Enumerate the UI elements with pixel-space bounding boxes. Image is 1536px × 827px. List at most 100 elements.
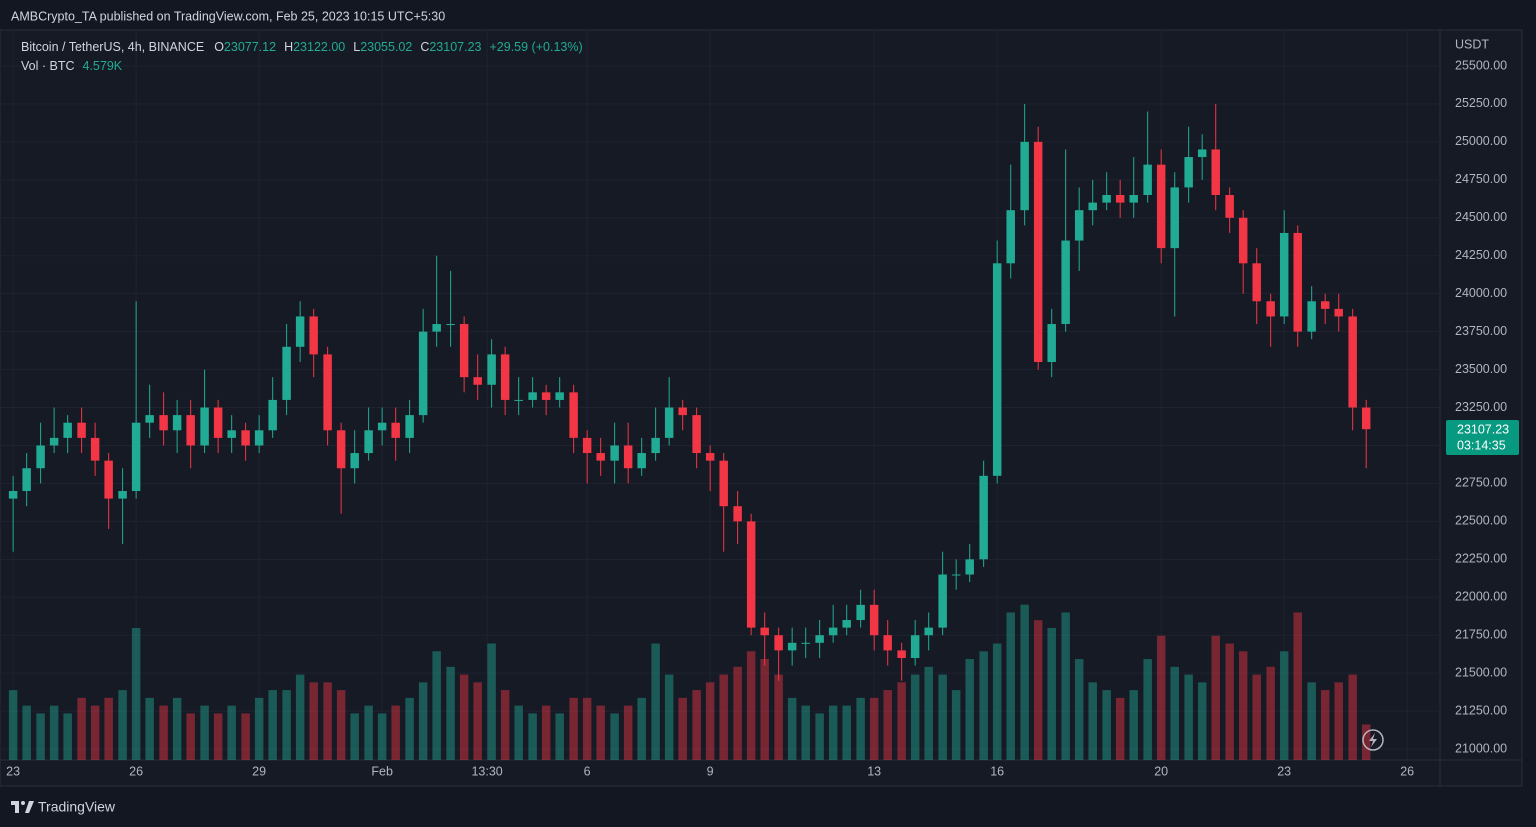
candle-body (172, 415, 182, 431)
y-tick-label: 23500.00 (1455, 362, 1507, 376)
volume-legend: Vol · BTC 4.579K (21, 59, 123, 73)
volume-bar (842, 705, 851, 760)
volume-bar (22, 705, 31, 760)
candle-body (8, 491, 18, 499)
candle-body (1361, 407, 1371, 430)
candle-body (924, 627, 933, 636)
ohlc-value: 23077.12 (224, 40, 276, 54)
candle-body (1238, 217, 1248, 264)
volume-bar (309, 682, 318, 760)
candle-body (323, 354, 332, 431)
candle-body (391, 422, 400, 438)
volume-bar (1088, 682, 1097, 760)
candle-body (883, 635, 892, 651)
volume-bar (1361, 724, 1371, 760)
volume-bar (1006, 612, 1015, 760)
volume-bar (118, 690, 127, 760)
volume-bar (432, 651, 441, 760)
candle-body (487, 354, 496, 385)
volume-bar (377, 713, 387, 760)
volume-bar (1020, 604, 1029, 760)
volume-bar (336, 690, 346, 760)
candle-body (473, 377, 482, 385)
volume-bar (664, 674, 674, 760)
y-tick-label: 21750.00 (1455, 628, 1507, 642)
volume-bar (610, 713, 619, 760)
x-tick-label: Feb (371, 764, 393, 778)
candle-body (131, 422, 141, 492)
candle-body (541, 392, 551, 400)
tradingview-logo: TradingView (11, 799, 116, 815)
ohlc-value: 23055.02 (360, 40, 412, 54)
footer-brand: TradingView (38, 799, 116, 815)
candle-body (828, 627, 838, 636)
volume-bar (705, 682, 715, 760)
ohlc-label: H (284, 40, 293, 54)
candle-body (596, 453, 605, 461)
last-price-box (1446, 420, 1519, 455)
candle-body (651, 437, 660, 454)
candle-body (979, 475, 988, 560)
volume-bar (856, 697, 865, 760)
y-tick-label: 22250.00 (1455, 552, 1507, 566)
volume-bar (213, 713, 223, 760)
candle-body (938, 574, 947, 628)
y-tick-label: 22500.00 (1455, 514, 1507, 528)
volume-bar (1170, 666, 1179, 760)
candle-body (336, 430, 346, 469)
volume-bar (446, 666, 455, 760)
volume-layer (8, 604, 1371, 760)
volume-bar (323, 682, 332, 760)
candle-body (1266, 301, 1275, 317)
volume-bar (1211, 635, 1220, 760)
volume-bar (1115, 697, 1125, 760)
volume-bar (159, 705, 168, 760)
candle-body (241, 430, 250, 446)
candle-body (446, 324, 455, 326)
candle-body (1225, 195, 1234, 218)
candle-body (514, 399, 523, 401)
candle-body (49, 437, 59, 446)
volume-bar (719, 674, 728, 760)
volume-bar (145, 697, 154, 760)
volume-bar (678, 697, 687, 760)
volume-bar (569, 697, 578, 760)
x-tick-label: 13:30 (471, 764, 502, 778)
volume-bar (1143, 659, 1152, 760)
volume-bar (815, 713, 824, 760)
volume-bar (90, 705, 100, 760)
candle-body (159, 415, 168, 431)
volume-bar (801, 705, 810, 760)
y-tick-label: 25500.00 (1455, 58, 1507, 72)
candle-body (350, 453, 359, 469)
volume-bar (555, 713, 564, 760)
volume-bar (897, 682, 906, 760)
grid (0, 30, 1440, 760)
volume-bar (965, 659, 974, 760)
volume-bar (760, 659, 769, 760)
volume-bar (268, 690, 277, 760)
candle-body (760, 627, 769, 636)
candle-body (787, 642, 797, 651)
volume-bar (131, 627, 141, 760)
candle-body (555, 392, 564, 400)
volume-bar (637, 697, 646, 760)
candle-body (1334, 308, 1343, 317)
x-tick-label: 26 (1400, 764, 1414, 778)
logo-slash (25, 801, 34, 813)
candle-body (1047, 324, 1056, 362)
candle-body (36, 445, 45, 469)
volume-bar (1074, 659, 1084, 760)
candle-body (856, 604, 865, 621)
x-tick-label: 26 (129, 764, 143, 778)
volume-bar (787, 697, 797, 760)
candle-body (186, 415, 195, 446)
lightning-icon[interactable] (1362, 729, 1384, 751)
volume-bar (992, 643, 1002, 760)
y-tick-label: 25250.00 (1455, 96, 1507, 110)
volume-bar (582, 697, 592, 760)
y-tick-label: 23250.00 (1455, 400, 1507, 414)
volume-bar (1320, 690, 1330, 760)
